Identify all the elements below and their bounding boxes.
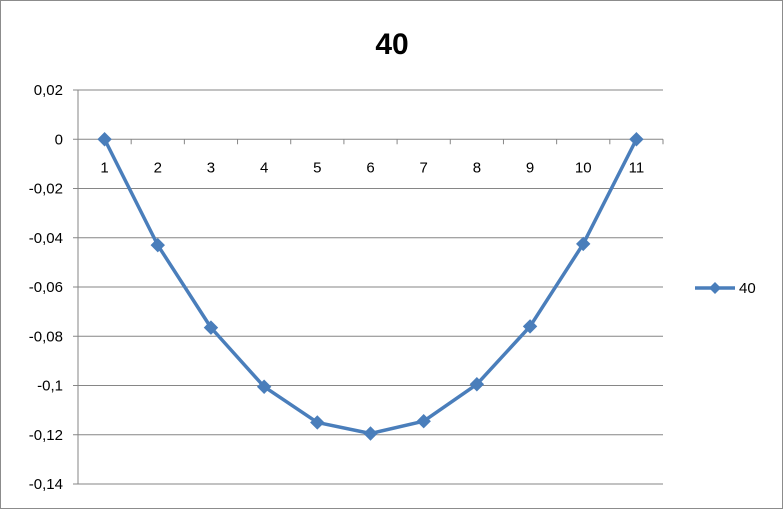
gridlines	[78, 89, 663, 485]
data-point	[310, 415, 325, 430]
data-point	[629, 132, 644, 147]
y-tick-label: 0,02	[34, 82, 63, 99]
x-tick-label: 3	[207, 159, 215, 176]
y-tick-label: 0	[55, 131, 63, 148]
series-line	[103, 138, 638, 436]
y-tick-label: -0,08	[29, 328, 63, 345]
legend: 40	[695, 280, 756, 297]
chart-title: 40	[375, 28, 408, 61]
x-tick-label: 6	[366, 159, 374, 176]
series-40	[97, 132, 644, 441]
data-point	[256, 379, 272, 394]
x-tick-label: 4	[260, 159, 268, 176]
x-axis-tick-labels: 1 2 3 4 5 6 7 8 9 10 11	[100, 159, 644, 176]
y-tick-label: -0,04	[29, 230, 63, 247]
data-point	[150, 237, 165, 253]
y-tick-label: -0,06	[29, 279, 63, 296]
x-tick-label: 2	[154, 159, 162, 176]
y-axis-tick-labels: 0,02 0 -0,02 -0,04 -0,06 -0,08 -0,1 -0,12 -0,14	[29, 82, 63, 493]
data-point	[469, 377, 485, 392]
x-tick-label: 1	[100, 159, 108, 176]
x-tick-label: 8	[473, 159, 481, 176]
x-tick-label: 5	[313, 159, 321, 176]
legend-label: 40	[739, 280, 756, 297]
legend-marker-swatch	[709, 282, 721, 294]
axes	[73, 89, 664, 485]
y-tick-label: -0,1	[37, 378, 63, 395]
data-point	[363, 426, 378, 441]
data-point	[522, 319, 538, 334]
y-tick-label: -0,14	[29, 476, 63, 493]
y-tick-label: -0,02	[29, 181, 63, 198]
x-tick-label: 9	[526, 159, 534, 176]
x-tick-label: 10	[575, 159, 592, 176]
data-point	[416, 413, 431, 429]
data-point	[97, 132, 112, 147]
y-tick-label: -0,12	[29, 427, 63, 444]
data-point	[203, 320, 219, 335]
x-tick-label: 11	[629, 159, 645, 176]
x-tick-label: 7	[420, 159, 428, 176]
data-point	[576, 236, 591, 252]
